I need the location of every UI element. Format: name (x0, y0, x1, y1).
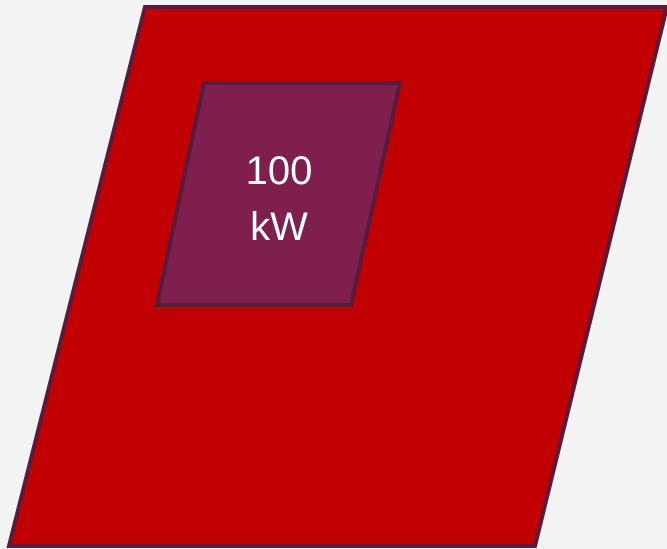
power-value-label: 100 (246, 149, 313, 193)
inner-parallelogram (154, 81, 403, 307)
power-unit-label: kW (250, 205, 308, 249)
